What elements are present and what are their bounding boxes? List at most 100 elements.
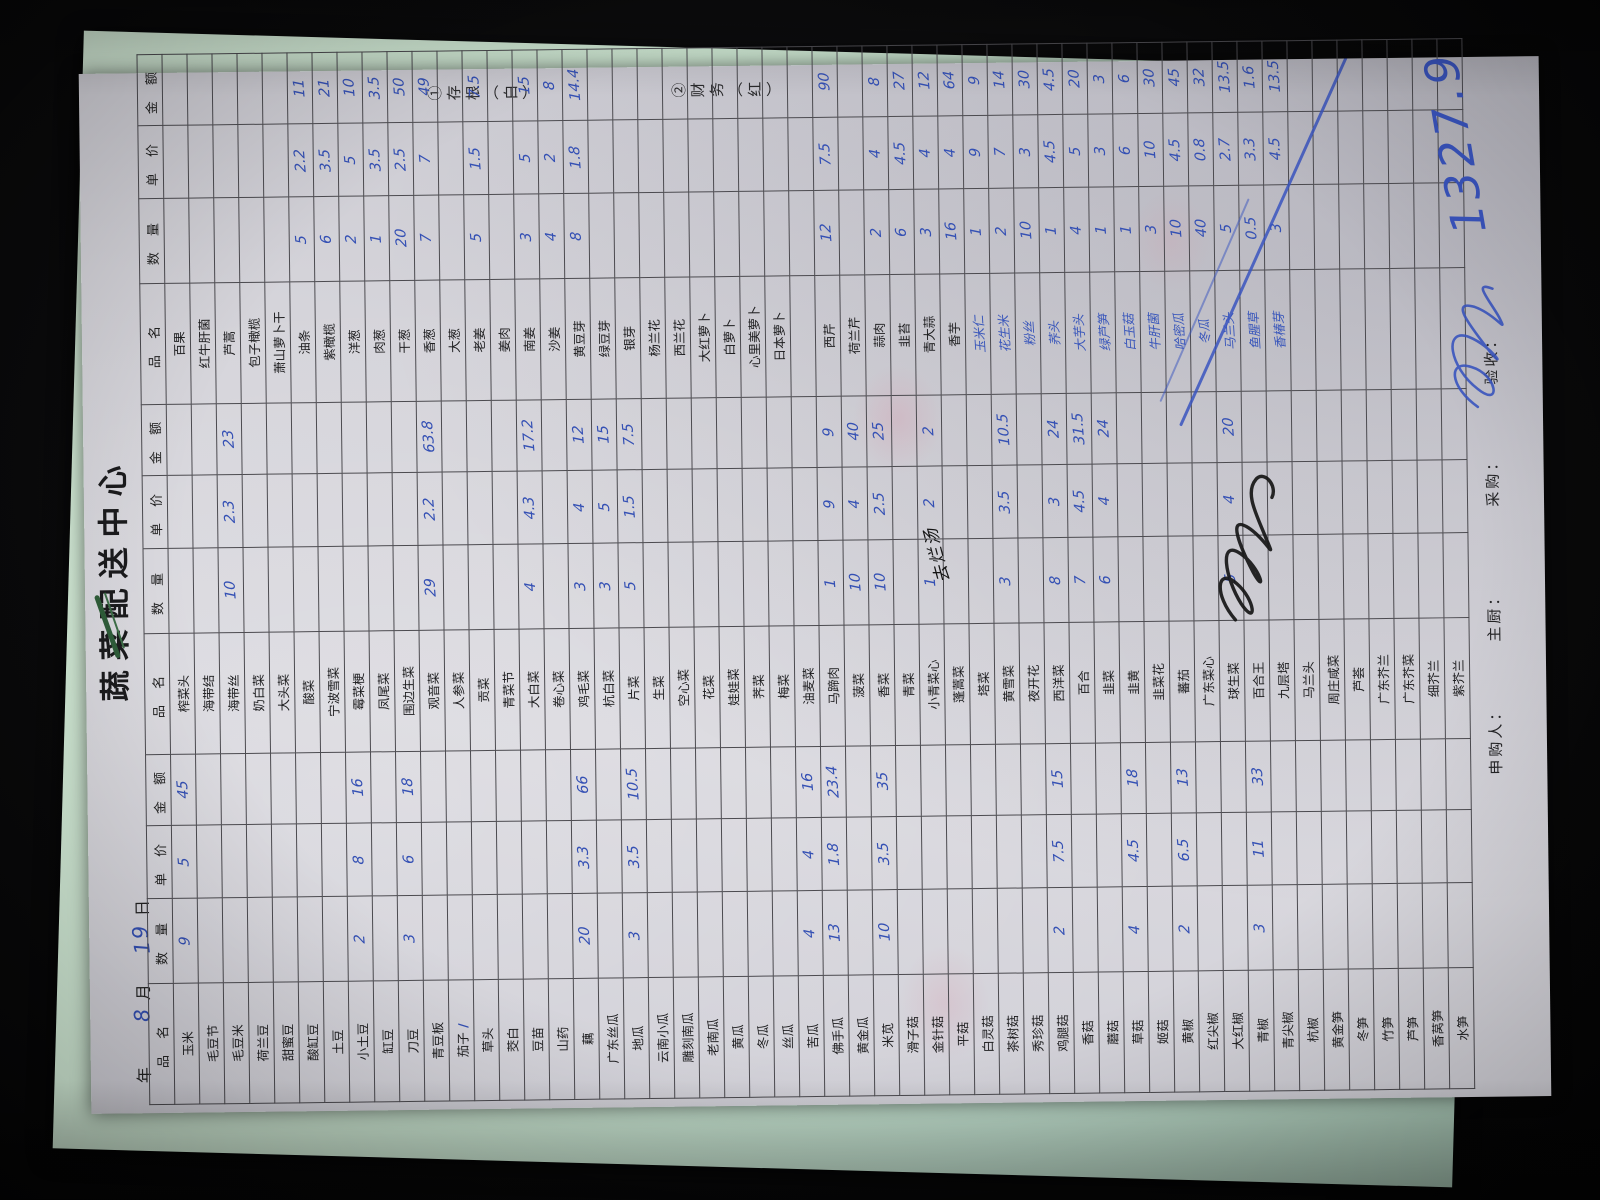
item-name-cell: 红牛肝菌 xyxy=(189,282,217,405)
price-cell: 2.5 xyxy=(387,122,414,196)
item-name-printed: 青豆板 xyxy=(429,1021,446,1060)
price-cell xyxy=(292,473,318,547)
handwritten-value: 9 xyxy=(966,75,984,85)
price-cell xyxy=(1367,460,1393,534)
item-name-cell: 蒜肉 xyxy=(864,274,892,396)
amount-cell xyxy=(966,394,993,466)
price-cell xyxy=(692,468,718,542)
item-name-printed: 云南小瓜 xyxy=(654,1012,671,1064)
qty-cell xyxy=(213,197,240,283)
price-cell xyxy=(1017,464,1043,539)
handwritten-value: 0.5 xyxy=(1242,215,1261,240)
qty-cell: 3 xyxy=(992,538,1019,624)
handwritten-value: 6 xyxy=(893,227,911,237)
item-name-printed: 竹笋 xyxy=(1379,1016,1396,1042)
amount-cell xyxy=(711,47,738,119)
amount-cell xyxy=(1195,741,1222,813)
item-name-printed: 杨兰花 xyxy=(646,319,662,357)
item-name-cell: 包子橄榄 xyxy=(239,282,267,404)
item-name-cell: 大芋头 xyxy=(1064,272,1092,394)
handwritten-value: 5 xyxy=(1067,146,1085,156)
amount-cell xyxy=(295,752,322,824)
qty-cell: 5 xyxy=(463,194,490,280)
item-name-cell: 杭椒 xyxy=(1298,969,1325,1091)
price-cell xyxy=(262,123,289,198)
amount-cell xyxy=(595,748,622,821)
item-name-cell: 广东芥兰 xyxy=(1368,618,1396,740)
price-cell xyxy=(942,465,968,539)
price-cell xyxy=(196,824,223,899)
handwritten-value: 15 xyxy=(516,76,534,95)
item-name-cell: 杭白菜 xyxy=(594,627,621,750)
item-name-cell: 草头 xyxy=(473,979,500,1101)
amount-cell: 50 xyxy=(386,51,413,123)
item-name-cell xyxy=(1364,268,1392,390)
price-cell xyxy=(546,820,573,894)
price-cell xyxy=(421,822,448,896)
qty-cell xyxy=(492,544,520,630)
handwritten-value: 4 xyxy=(917,147,935,158)
amount-cell: 18 xyxy=(395,751,422,823)
qty-cell xyxy=(967,538,994,624)
price-cell xyxy=(1071,814,1098,888)
qty-cell xyxy=(788,190,815,276)
qty-cell: 6 xyxy=(888,189,915,275)
handwritten-value: 5 xyxy=(175,856,193,867)
handwritten-value: 29 xyxy=(422,578,440,598)
qty-cell: 3 xyxy=(397,895,424,981)
qty-cell xyxy=(692,541,720,627)
amount-cell xyxy=(586,48,613,121)
price-cell xyxy=(392,472,418,546)
amount-cell: 15 xyxy=(591,398,618,471)
item-name-printed: 青菜节 xyxy=(500,670,516,709)
item-name-cell: 滑子菇 xyxy=(898,974,925,1096)
item-name-cell: 南姜 xyxy=(514,278,542,401)
handwritten-value: 33 xyxy=(1249,767,1268,786)
price-cell: 1.5 xyxy=(462,121,489,195)
handwritten-value: 5 xyxy=(1222,573,1240,583)
qty-cell: 3 xyxy=(913,188,940,275)
handwritten-value: 1 xyxy=(1093,224,1111,235)
item-name-cell: 刀豆 xyxy=(398,980,425,1102)
handwritten-value: 7 xyxy=(418,232,436,243)
item-name-printed: 宁波雪菜 xyxy=(325,666,342,717)
item-name-printed: 空心菜 xyxy=(675,668,691,707)
price-cell xyxy=(892,466,918,540)
item-name-cell: 塔菜 xyxy=(968,623,996,745)
item-name-cell: 茶树菇 xyxy=(998,972,1025,1095)
item-name-cell: 黄椒 xyxy=(1173,970,1200,1093)
handwritten-value: 1 xyxy=(1118,224,1136,234)
item-name-cell: 奶白菜 xyxy=(244,632,271,754)
item-name-cell: 丝瓜 xyxy=(773,975,800,1098)
qty-cell xyxy=(1317,534,1344,620)
item-name-printed: 海带丝 xyxy=(225,674,242,712)
item-name-printed: 梅菜 xyxy=(775,673,791,700)
item-name-cell: 茄子 ∕ xyxy=(448,979,475,1102)
item-name-printed: 九层塔 xyxy=(1275,661,1291,700)
item-name-cell: 萧山萝卜干 xyxy=(264,281,292,404)
item-name-cell: 洋葱 xyxy=(339,280,367,403)
item-name-cell: 白玉菇 xyxy=(1114,271,1142,393)
amount-cell xyxy=(470,750,497,822)
qty-cell xyxy=(488,194,515,280)
qty-cell: 2 xyxy=(1172,885,1199,972)
item-name-printed: 百果 xyxy=(171,331,187,357)
amount-cell: 45 xyxy=(1161,41,1188,114)
qty-cell xyxy=(697,891,724,977)
col-header-数量-g3: 数 量 xyxy=(138,198,165,284)
amount-cell xyxy=(1191,391,1218,463)
item-name-cell: 卷心菜 xyxy=(544,628,571,750)
amount-cell xyxy=(391,401,418,473)
handwritten-value: 4.5 xyxy=(1071,489,1089,513)
item-name-printed: 酸菜 xyxy=(300,679,316,705)
amount-cell xyxy=(1116,392,1143,464)
handwritten-value: 2 xyxy=(920,425,938,436)
amount-cell xyxy=(686,47,713,120)
handwritten-value: 7.5 xyxy=(816,142,835,166)
handwritten-value: 10 xyxy=(1141,140,1160,160)
handwritten-value: 3 xyxy=(1268,222,1286,233)
price-cell xyxy=(1321,811,1348,885)
amount-cell: 31.5 xyxy=(1066,393,1093,465)
price-cell: 4 xyxy=(1092,463,1118,538)
